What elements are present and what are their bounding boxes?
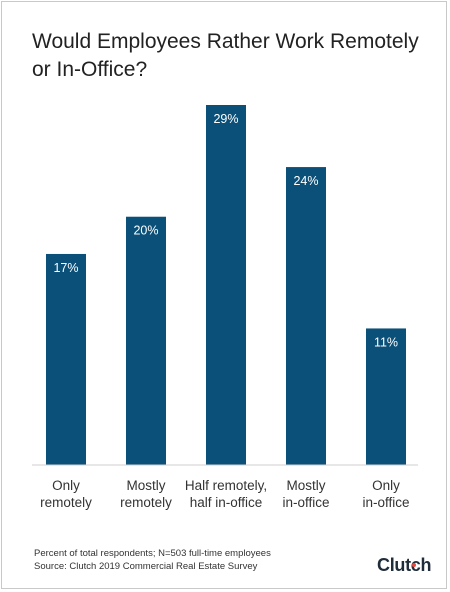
footnote-source: Source: Clutch 2019 Commercial Real Esta… — [34, 561, 258, 572]
footnote-respondents: Percent of total respondents; N=503 full… — [34, 548, 271, 559]
bar-mostly-remotely — [126, 216, 166, 465]
bar-only-in-office — [366, 328, 406, 465]
value-label: 24% — [293, 174, 318, 188]
category-label: Only remotely — [40, 478, 92, 510]
category-label: Only in-office — [362, 478, 409, 510]
value-label: 11% — [374, 335, 398, 349]
clutch-logo: Clutch — [377, 555, 432, 575]
category-label: Mostly in-office — [282, 478, 329, 510]
bar-half-remotely-half-in-office — [206, 105, 246, 465]
value-label: 20% — [133, 224, 158, 238]
value-label: 17% — [53, 261, 78, 275]
category-label: Mostly remotely — [120, 478, 172, 510]
bar-mostly-in-office — [286, 167, 326, 465]
chart-title: Would Employees Rather Work Remotely or … — [32, 30, 419, 81]
category-labels-group: Only remotely Mostly remotely Half remotely,… — [40, 478, 409, 510]
category-label: Half remotely, half in-office — [185, 478, 267, 510]
bar-only-remotely — [46, 253, 86, 465]
footnote: Percent of total respondents; N=503 full… — [34, 547, 271, 573]
logo-dot-icon — [412, 563, 416, 567]
bars-group: 17% 20% 29% 24% 11% — [46, 105, 406, 465]
value-label: 29% — [213, 112, 238, 126]
